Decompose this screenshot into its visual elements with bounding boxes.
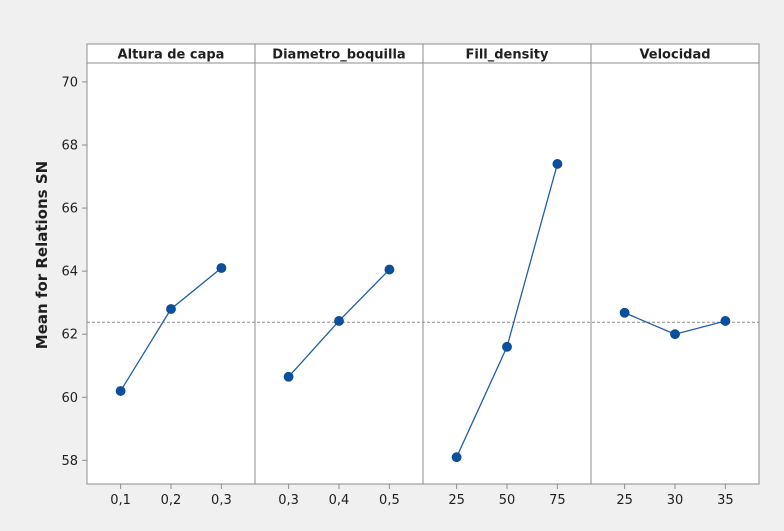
x-tick-label: 75 — [549, 493, 566, 508]
data-point — [384, 264, 395, 275]
y-tick-label: 68 — [61, 138, 78, 153]
x-tick-label: 0,2 — [161, 493, 182, 508]
x-tick-label: 0,3 — [211, 493, 232, 508]
y-tick-label: 58 — [61, 454, 78, 469]
data-point — [115, 386, 126, 396]
data-point — [552, 159, 563, 169]
data-point — [166, 304, 176, 314]
panel-1: Altura de capa 0,1 0,2 0,3 — [110, 48, 231, 509]
panel-3: Fill_density 25 50 75 — [448, 48, 565, 509]
x-tick-label: 0,5 — [379, 493, 400, 508]
x-tick-label: 0,1 — [110, 493, 131, 508]
data-point — [619, 307, 630, 318]
y-tick-label: 66 — [61, 202, 78, 217]
y-tick-label: 64 — [61, 265, 78, 280]
panel-2: Diametro_boquilla 0,3 0,4 0,5 — [272, 48, 405, 509]
panel-title: Altura de capa — [118, 48, 225, 63]
y-tick-label: 62 — [61, 328, 78, 343]
data-point — [502, 341, 512, 352]
y-axis-label: Mean for Relations SN — [33, 161, 51, 349]
x-tick-label: 30 — [667, 493, 684, 508]
panel-title: Fill_density — [465, 48, 549, 63]
panel-4: Velocidad 25 30 35 — [616, 48, 733, 509]
data-point — [720, 316, 731, 326]
panel-title: Velocidad — [639, 48, 710, 63]
data-point — [334, 316, 344, 326]
data-point — [451, 452, 462, 463]
x-tick-label: 35 — [717, 493, 734, 508]
data-point — [216, 263, 227, 273]
data-point — [670, 329, 680, 340]
x-tick-label: 25 — [448, 493, 465, 508]
x-tick-label: 0,4 — [329, 493, 350, 508]
y-tick-label: 70 — [61, 75, 78, 90]
x-tick-label: 50 — [499, 493, 516, 508]
x-tick-label: 25 — [616, 493, 633, 508]
panel-title: Diametro_boquilla — [272, 48, 405, 63]
x-tick-label: 0,3 — [278, 493, 299, 508]
y-tick-label: 60 — [61, 391, 78, 406]
data-point — [283, 371, 294, 382]
